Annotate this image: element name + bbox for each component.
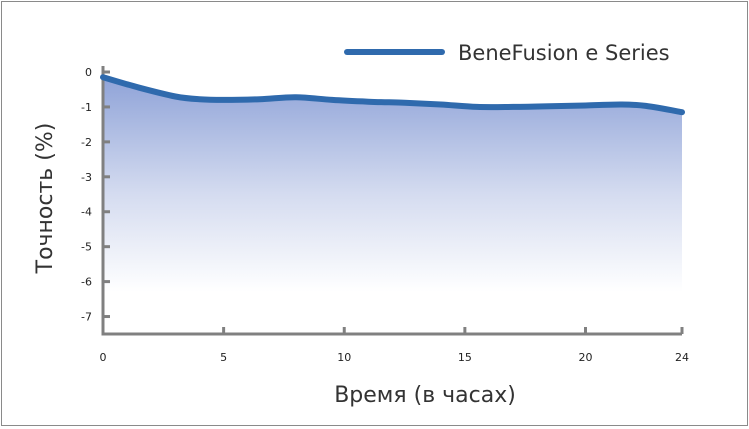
y-tick-label: -1 <box>81 101 92 114</box>
x-tick-label: 10 <box>337 351 351 364</box>
series-area-fill <box>103 77 682 292</box>
y-tick-label: -3 <box>81 171 92 184</box>
y-tick-label: -4 <box>81 206 92 219</box>
x-tick-label: 20 <box>579 351 593 364</box>
y-tick-label: 0 <box>85 66 92 79</box>
x-tick-label: 0 <box>100 351 107 364</box>
y-tick-label: -2 <box>81 136 92 149</box>
x-axis-title: Время (в часах) <box>334 383 516 408</box>
legend-label: BeneFusion e Series <box>458 41 670 65</box>
y-axis-title: Точность (%) <box>33 123 58 275</box>
x-tick-label: 24 <box>675 351 689 364</box>
x-tick-label: 15 <box>458 351 472 364</box>
x-tick-label: 5 <box>220 351 227 364</box>
y-tick-label: -7 <box>81 311 92 324</box>
y-tick-label: -5 <box>81 241 92 254</box>
y-tick-label: -6 <box>81 276 92 289</box>
